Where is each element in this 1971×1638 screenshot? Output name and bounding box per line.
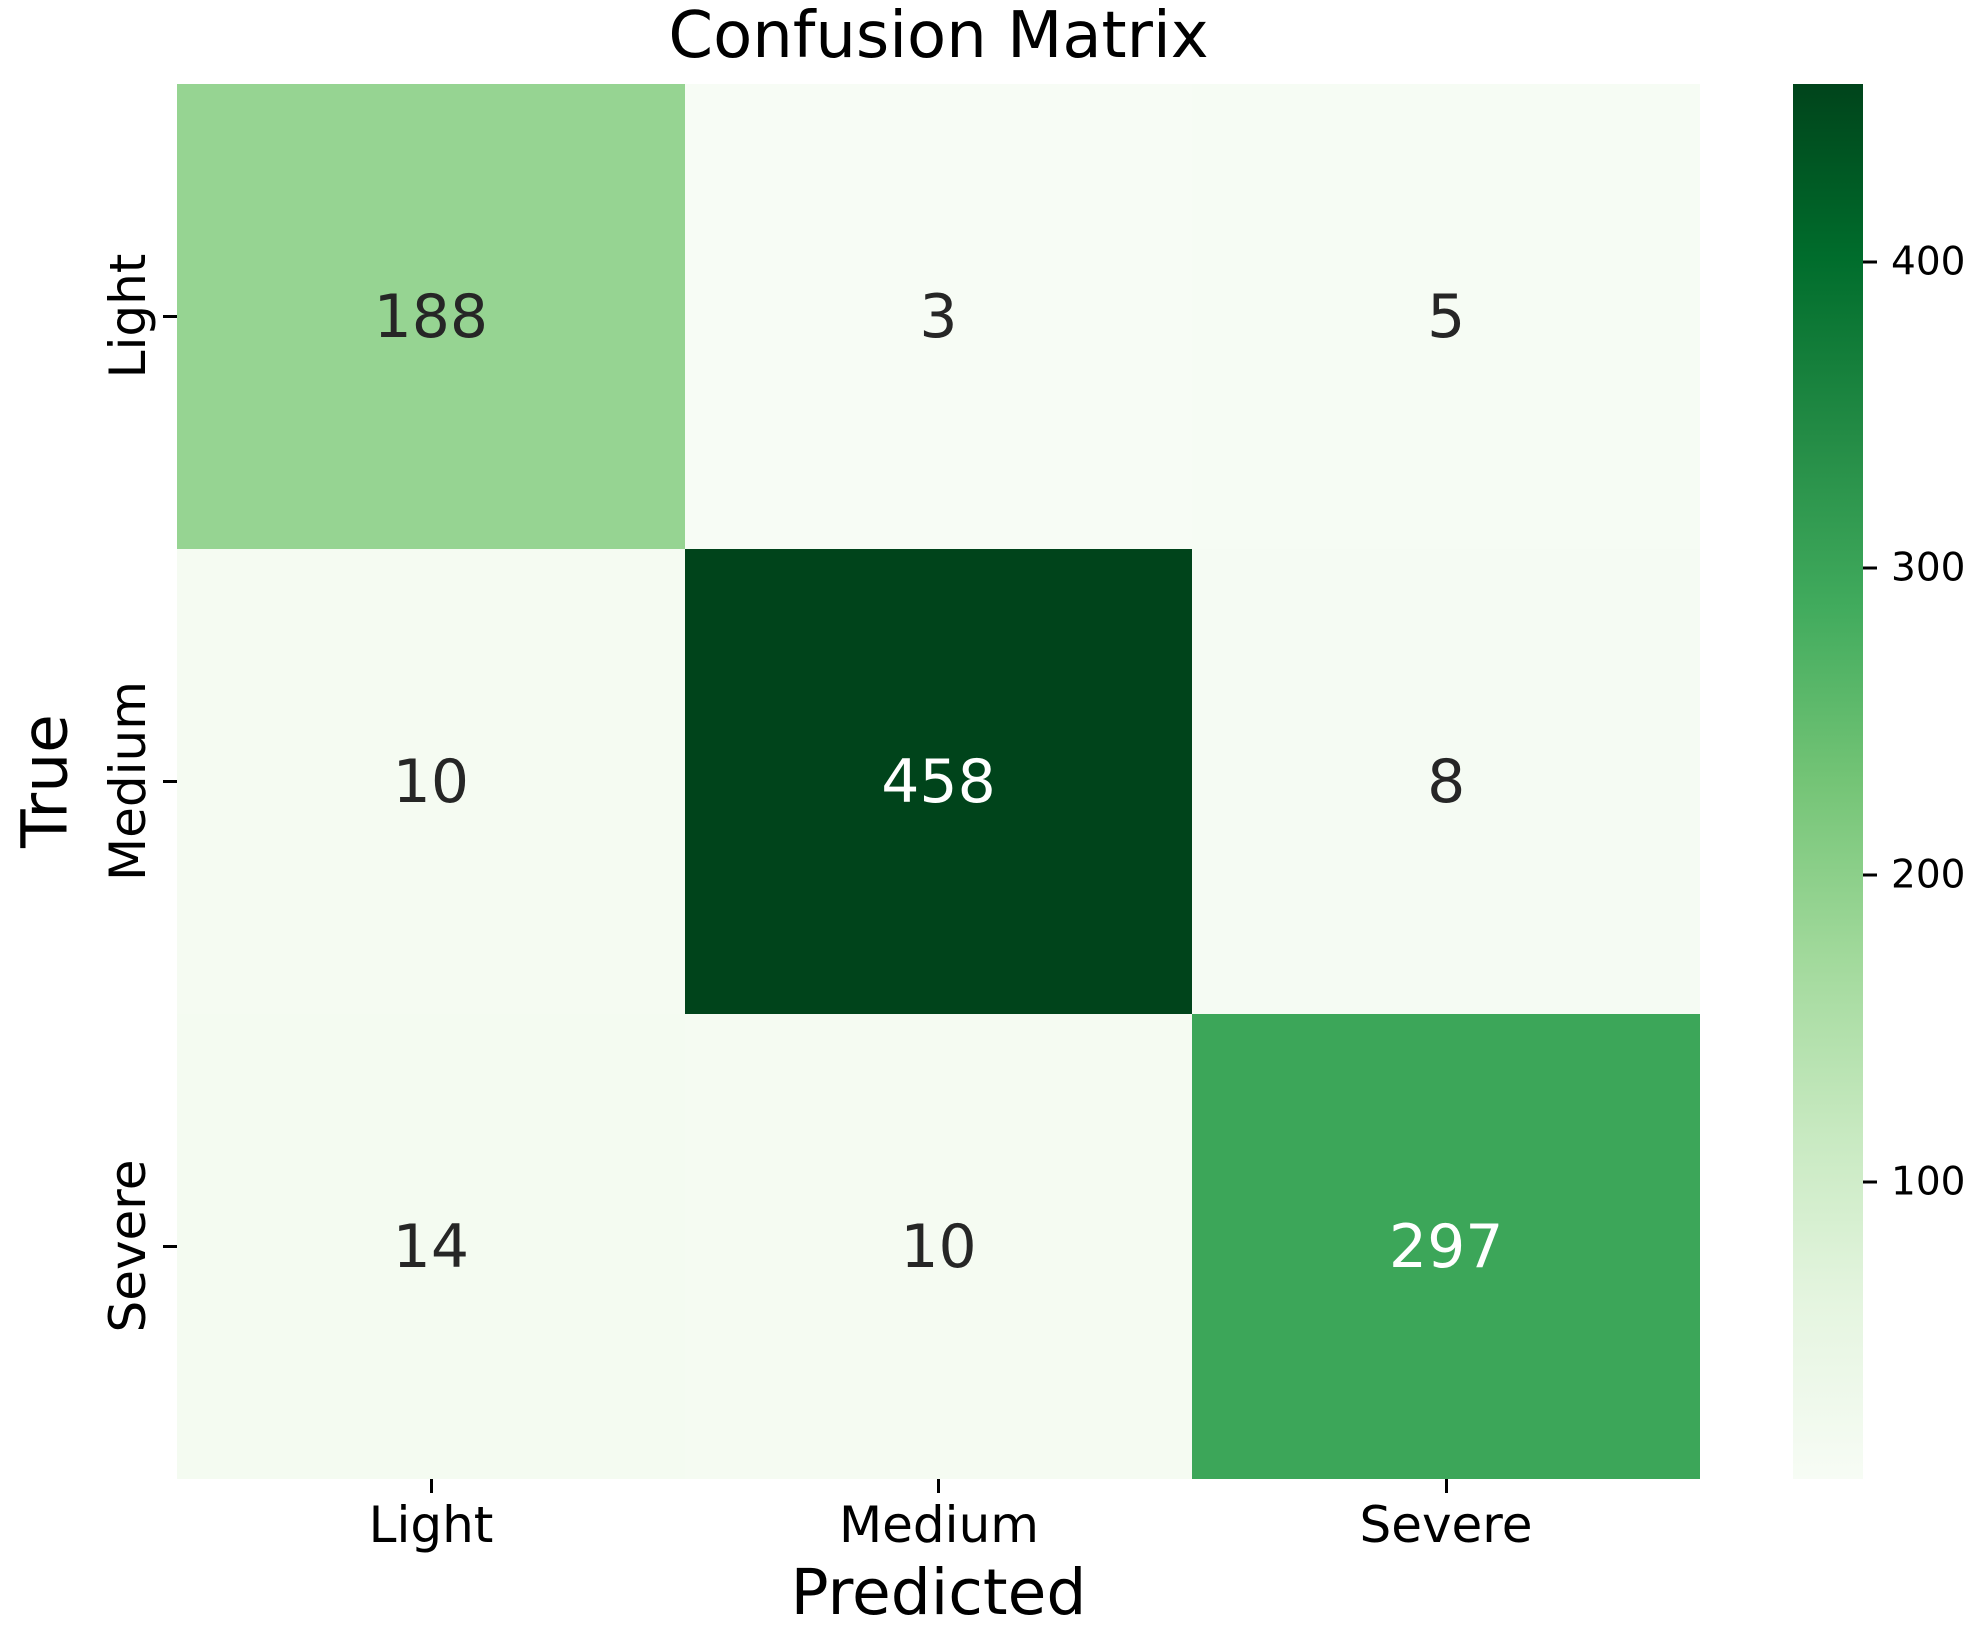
heatmap-cell-light-light: 188	[177, 84, 685, 549]
x-tick-mark	[1445, 1479, 1448, 1493]
colorbar-ticks: 400 300 200 100	[1863, 84, 1971, 1479]
colorbar-tick-mark	[1863, 1180, 1877, 1184]
y-tick-mark	[163, 780, 177, 783]
y-axis-label: True	[8, 714, 82, 848]
colorbar-tick: 400	[1863, 239, 1965, 284]
colorbar-tick-label: 300	[1891, 545, 1966, 591]
colorbar-tick-mark	[1863, 260, 1877, 264]
colorbar-tick: 300	[1863, 546, 1965, 591]
heatmap-cell-severe-severe: 297	[1192, 1014, 1700, 1479]
heatmap-cell-severe-medium: 10	[684, 1014, 1193, 1479]
y-tick-label-medium: Medium	[99, 681, 157, 881]
heatmap-grid: 188 3 5 10 458 8 14 10 297	[177, 84, 1700, 1479]
x-axis-label: Predicted	[790, 1556, 1087, 1629]
heatmap-cell-severe-light: 14	[177, 1014, 685, 1479]
colorbar-tick: 100	[1863, 1159, 1965, 1204]
y-tick-mark	[163, 315, 177, 318]
x-tick-label-medium: Medium	[839, 1496, 1039, 1554]
colorbar-tick-label: 100	[1891, 1159, 1966, 1205]
x-tick-label-light: Light	[368, 1496, 494, 1554]
x-tick-mark	[430, 1479, 433, 1493]
heatmap-cell-light-medium: 3	[684, 84, 1193, 549]
y-tick-label-light: Light	[99, 253, 157, 379]
colorbar-tick-mark	[1863, 873, 1877, 877]
colorbar-tick: 200	[1863, 853, 1965, 898]
colorbar-tick-mark	[1863, 566, 1877, 570]
x-tick-mark	[937, 1479, 940, 1493]
heatmap-cell-light-severe: 5	[1192, 84, 1700, 549]
y-tick-label-severe: Severe	[99, 1159, 157, 1333]
y-tick-mark	[163, 1245, 177, 1248]
x-tick-label-severe: Severe	[1359, 1496, 1533, 1554]
heatmap-cell-medium-medium: 458	[684, 549, 1193, 1014]
colorbar-tick-label: 400	[1891, 239, 1966, 285]
heatmap-cell-medium-severe: 8	[1192, 549, 1700, 1014]
chart-title: Confusion Matrix	[668, 0, 1209, 73]
colorbar-gradient	[1793, 84, 1863, 1479]
colorbar-tick-label: 200	[1891, 852, 1966, 898]
heatmap-cell-medium-light: 10	[177, 549, 685, 1014]
